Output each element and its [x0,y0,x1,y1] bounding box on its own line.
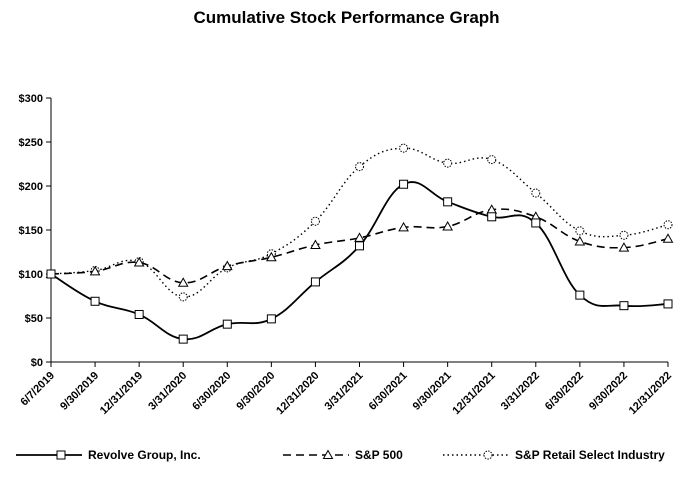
data-point-s-p-500 [618,242,630,252]
data-point-s-p-retail-select-industry [663,220,673,230]
x-tick-label: 9/30/2022 [587,370,630,413]
data-point-s-p-500 [310,239,321,249]
y-tick-label: $250 [19,137,43,149]
data-point-s-p-retail-select-industry [487,155,497,165]
x-tick-label: 6/7/2019 [18,370,57,409]
y-tick-label: $200 [19,181,43,193]
y-tick-label: $300 [19,93,43,105]
legend-label-s-p-retail-select-industry: S&P Retail Select Industry [515,448,665,462]
data-point-revolve-group-inc [663,299,673,309]
legend-item-revolve-group-inc: Revolve Group, Inc. [16,448,201,462]
data-point-s-p-500 [266,251,277,262]
x-tick-label: 3/31/2021 [323,370,366,413]
data-point-s-p-500 [662,233,674,243]
data-point-revolve-group-inc [575,290,585,300]
axes [50,98,668,363]
data-point-s-p-500 [89,265,101,276]
data-point-revolve-group-inc [134,309,144,319]
series-line-s-p-500 [50,208,669,284]
data-point-revolve-group-inc [443,197,453,207]
x-tick-label: 6/30/2022 [543,370,586,413]
y-tick-label: $100 [19,269,43,281]
x-tick-label: 9/30/2021 [411,370,454,413]
series-revolve-group-inc [46,179,673,344]
data-point-s-p-500 [442,220,453,231]
data-point-revolve-group-inc [531,218,541,228]
x-tick-label: 3/31/2022 [499,370,542,413]
data-point-s-p-retail-select-industry [399,143,409,153]
data-point-s-p-retail-select-industry [355,162,364,172]
x-tick-label: 12/31/2019 [98,370,145,417]
data-point-revolve-group-inc [487,212,497,222]
data-point-revolve-group-inc [178,334,188,344]
data-point-s-p-retail-select-industry [443,158,453,168]
x-tick-label: 3/31/2020 [146,370,189,413]
data-point-s-p-retail-select-industry [310,216,320,226]
data-point-s-p-500 [398,221,409,232]
y-axis-ticks: $0 $50 $100 $150 $200 $250 $300 [19,93,51,369]
data-point-s-p-500 [133,257,145,267]
legend: Revolve Group, Inc. S&P 500 S&P Retail Sel… [16,448,665,462]
data-point-s-p-500 [177,277,189,287]
data-point-s-p-retail-select-industry [575,226,585,236]
legend-label-s-p-500: S&P 500 [355,448,403,462]
y-tick-label: $50 [25,313,43,325]
x-tick-label: 12/31/2020 [274,370,321,417]
chart-title: Cumulative Stock Performance Graph [193,8,500,27]
data-point-revolve-group-inc [355,241,364,251]
data-point-s-p-retail-select-industry [531,188,541,198]
series-group [45,143,674,344]
data-point-s-p-500 [354,232,365,242]
x-tick-label: 12/31/2021 [450,370,497,417]
series-s-p-retail-select-industry [46,143,673,302]
data-point-s-p-retail-select-industry [619,230,629,240]
legend-marker-revolve-group-inc [56,450,66,460]
data-point-s-p-retail-select-industry [178,292,188,302]
x-tick-label: 9/30/2020 [234,370,277,413]
legend-marker-s-p-500 [322,449,334,459]
data-point-revolve-group-inc [266,314,276,324]
x-tick-label: 6/30/2020 [190,370,233,413]
x-tick-label: 6/30/2021 [367,370,410,413]
data-point-revolve-group-inc [619,301,629,311]
legend-label-revolve-group-inc: Revolve Group, Inc. [88,448,201,462]
x-tick-label: 9/30/2019 [58,370,101,413]
data-point-revolve-group-inc [310,277,320,287]
data-point-revolve-group-inc [222,319,232,329]
legend-item-s-p-500: S&P 500 [283,448,403,462]
data-point-revolve-group-inc [90,296,100,306]
y-tick-label: $150 [19,225,43,237]
data-point-s-p-500 [574,235,586,246]
legend-item-s-p-retail-select-industry: S&P Retail Select Industry [443,448,665,462]
data-point-revolve-group-inc [399,179,409,189]
legend-marker-s-p-retail-select-industry [483,450,493,460]
data-point-s-p-500 [221,260,233,271]
data-point-revolve-group-inc [46,269,56,279]
x-tick-label: 12/31/2022 [627,370,674,417]
y-tick-label: $0 [31,357,43,369]
